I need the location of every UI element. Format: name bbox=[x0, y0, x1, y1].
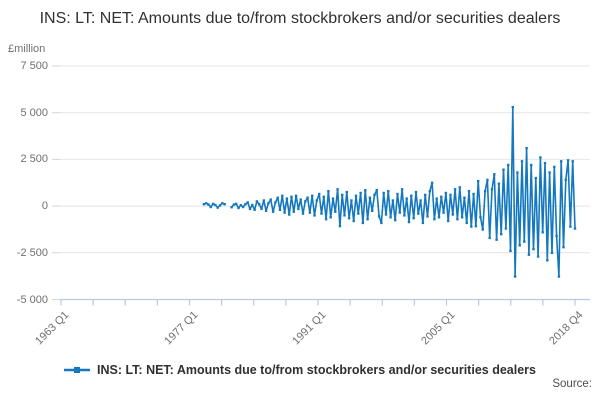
y-tick-label: 2 500 bbox=[20, 153, 48, 166]
y-tick-label: 0 bbox=[41, 200, 48, 213]
legend-series-marker-icon bbox=[64, 367, 90, 373]
y-axis-unit-label: £million bbox=[8, 43, 46, 55]
y-tick-label: 5 000 bbox=[20, 106, 48, 119]
y-tick-label: 7 500 bbox=[20, 60, 48, 72]
source-label: Source: bbox=[552, 378, 592, 390]
y-tick-label: -5 000 bbox=[16, 293, 48, 306]
y-tick-label: -2 500 bbox=[16, 246, 48, 259]
legend-series-label: INS: LT: NET: Amounts due to/from stockb… bbox=[97, 363, 536, 377]
chart-title: INS: LT: NET: Amounts due to/from stockb… bbox=[39, 10, 561, 27]
legend: INS: LT: NET: Amounts due to/from stockb… bbox=[0, 363, 600, 377]
